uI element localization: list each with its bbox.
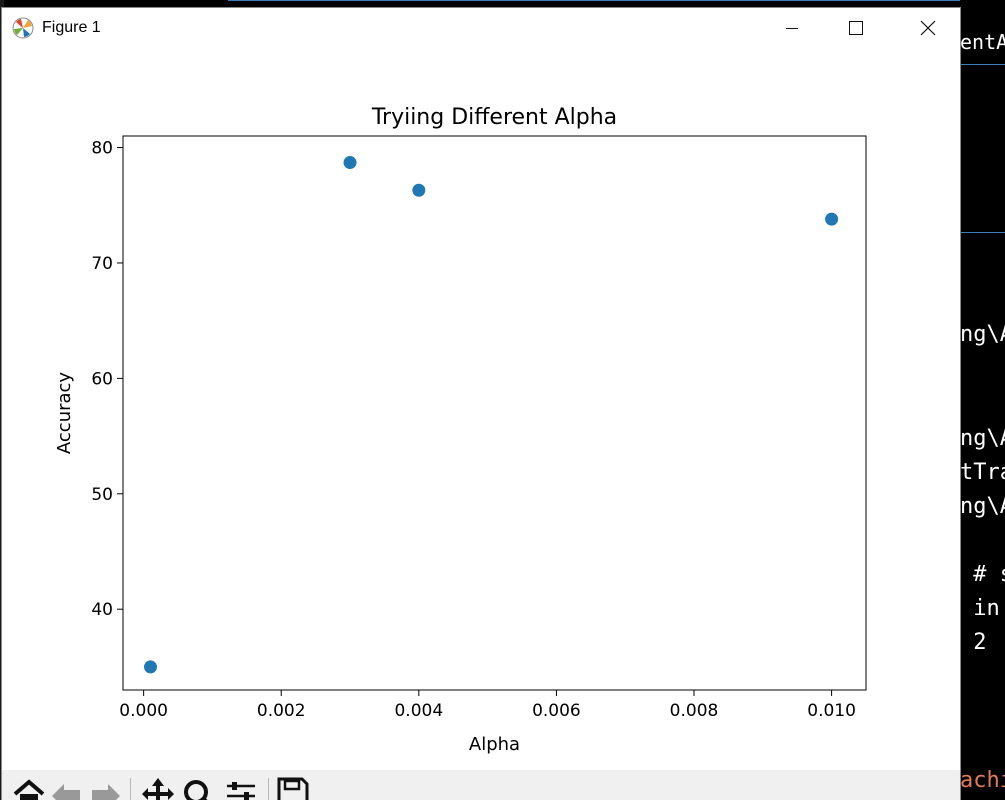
y-axis-label: Accuracy xyxy=(54,372,75,455)
editor-line: ng\A xyxy=(960,494,1005,519)
data-point xyxy=(343,156,357,170)
x-axis: 0.000 0.002 0.004 0.006 0.008 0.010 xyxy=(119,690,856,721)
y-tick-label: 70 xyxy=(91,254,113,274)
close-button[interactable] xyxy=(896,8,960,48)
figure-canvas[interactable]: 0.000 0.002 0.004 0.006 0.008 0.010 40 50 60 70 8… xyxy=(2,48,960,770)
plot-frame xyxy=(122,135,867,691)
editor-divider xyxy=(960,232,1005,233)
editor-line: tTra xyxy=(960,460,1005,485)
editor-line: ng\A xyxy=(960,426,1005,451)
editor-line: achi xyxy=(960,768,1005,793)
data-point xyxy=(144,660,158,674)
x-tick-label: 0.002 xyxy=(257,701,306,721)
x-axis-label: Alpha xyxy=(469,734,520,755)
navigation-toolbar xyxy=(2,770,960,800)
pan-button[interactable] xyxy=(140,776,176,800)
configure-subplots-icon xyxy=(227,782,255,800)
y-tick-label: 60 xyxy=(91,369,113,389)
x-tick-label: 0.000 xyxy=(119,701,168,721)
axes: 0.000 0.002 0.004 0.006 0.008 0.010 40 50 60 70 8… xyxy=(54,105,867,755)
toolbar-separator xyxy=(268,778,269,800)
data-points xyxy=(144,156,839,674)
y-tick-label: 80 xyxy=(91,139,113,159)
editor-divider xyxy=(960,64,1005,65)
x-tick-label: 0.008 xyxy=(670,701,719,721)
configure-subplots-button[interactable] xyxy=(224,776,258,800)
home-icon xyxy=(13,779,45,800)
home-button[interactable] xyxy=(12,776,46,800)
pan-icon xyxy=(142,778,174,800)
data-point xyxy=(825,212,839,226)
zoom-button[interactable] xyxy=(180,776,214,800)
back-icon xyxy=(52,784,80,800)
x-tick-label: 0.010 xyxy=(807,701,856,721)
close-icon xyxy=(920,20,936,36)
scatter-chart: 0.000 0.002 0.004 0.006 0.008 0.010 40 50 60 70 8… xyxy=(54,105,867,755)
editor-line: 2 xyxy=(960,630,987,655)
forward-icon xyxy=(92,784,120,800)
zoom-icon xyxy=(184,780,208,800)
save-icon xyxy=(277,777,309,800)
chart-title: Tryiing Different Alpha xyxy=(371,105,617,130)
editor-line: # s xyxy=(973,562,1005,587)
window-title: Figure 1 xyxy=(42,19,101,36)
toolbar-separator xyxy=(130,778,131,800)
minimize-icon xyxy=(786,28,798,29)
minimize-button[interactable] xyxy=(760,8,824,48)
maximize-button[interactable] xyxy=(824,8,888,48)
x-tick-label: 0.006 xyxy=(532,701,581,721)
title-bar[interactable]: Figure 1 xyxy=(2,8,960,48)
maximize-icon xyxy=(849,21,863,35)
data-point xyxy=(412,183,426,197)
back-button[interactable] xyxy=(50,776,84,800)
y-axis: 40 50 60 70 80 xyxy=(91,139,123,620)
save-button[interactable] xyxy=(276,776,310,800)
editor-line: ng\A xyxy=(960,322,1005,347)
y-tick-label: 50 xyxy=(91,485,113,505)
matplotlib-logo-icon xyxy=(12,17,34,39)
background-editor-tab-strip xyxy=(228,0,968,9)
x-tick-label: 0.004 xyxy=(394,701,443,721)
y-tick-label: 40 xyxy=(91,600,113,620)
editor-line: in xyxy=(960,596,1000,621)
figure-window: Figure 1 0.000 0.002 0.004 0.006 0.008 0.010 … xyxy=(2,8,960,800)
forward-button[interactable] xyxy=(88,776,122,800)
